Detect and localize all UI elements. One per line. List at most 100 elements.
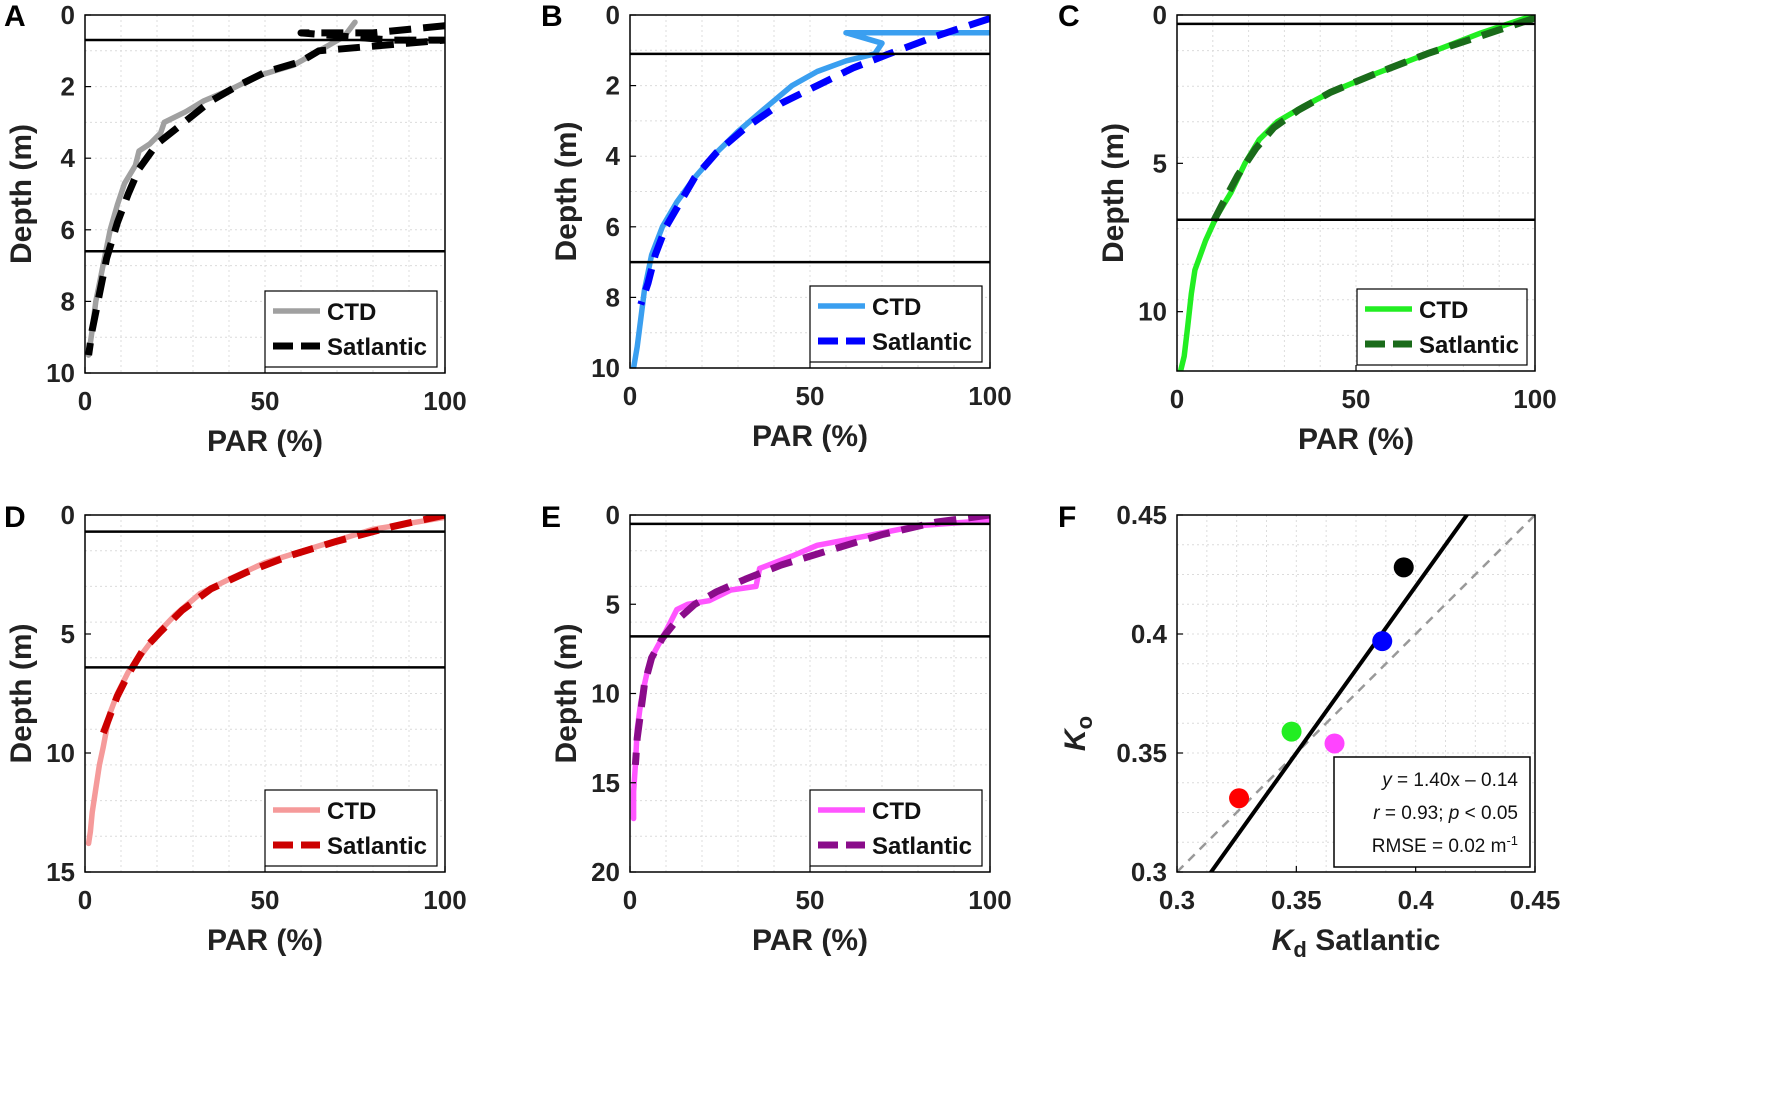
panel-f-xtick-label: 0.45 [1510,885,1561,915]
panel-b-series-satlantic [637,15,990,306]
panel-e-ytick-label: 5 [606,589,620,619]
panel-a-xtick-label: 0 [78,386,92,416]
panel-e-series-ctd [630,517,990,822]
panel-f-point-3 [1324,733,1345,754]
panel-c-plot-area [1177,15,1535,371]
panel-d-xlabel: PAR (%) [207,924,323,957]
panel-f-xtick-label: 0.4 [1398,885,1435,915]
panel-a-xlabel: PAR (%) [207,425,323,458]
panel-c-series-satlantic [1209,15,1535,225]
panel-c-ytick-label: 10 [1138,297,1167,327]
panel-c-xtick-label: 0 [1170,384,1184,414]
panel-b-legend-box [809,285,983,363]
panel-b-xtick-label: 100 [968,381,1011,411]
panel-d-xtick-label: 50 [251,885,280,915]
panel-d-ytick-label: 5 [61,619,75,649]
panel-d-label: D [4,501,26,534]
panel-e-xtick-label: 50 [796,885,825,915]
panel-d-ytick-label: 10 [46,738,75,768]
panel-b-label: B [541,0,563,33]
panel-c-ytick-label: 5 [1153,148,1167,178]
panel-b-ytick-label: 2 [606,71,620,101]
panel-e-legend-label-satlantic: Satlantic [872,833,972,860]
panel-c-ytick-label: 0 [1153,0,1167,30]
panel-b-ytick-label: 4 [606,141,621,171]
panel-a: A 0 50 100 0 2 4 6 8 10 PAR (%) Depth (m) CTD Satlant… [4,0,467,458]
panel-b-ylabel: Depth (m) [550,122,583,262]
panel-a-legend: CTD Satlantic [264,290,438,368]
panel-b-legend-label-satlantic: Satlantic [872,329,972,356]
panel-e-ytick-label: 10 [591,679,620,709]
panel-a-label: A [4,0,26,33]
panel-a-legend-label-satlantic: Satlantic [327,334,427,361]
panel-b-ytick-label: 10 [591,353,620,383]
panel-a-ytick-label: 10 [46,358,75,388]
panel-c: C 0 50 100 0 5 10 PAR (%) Depth (m) CTD Satlantic [1058,0,1557,456]
panel-c-legend-label-satlantic: Satlantic [1419,332,1519,359]
panel-a-ytick-label: 8 [61,286,75,316]
panel-c-legend-box [1356,288,1528,366]
panel-f-xlabel: Kd Satlantic [1272,924,1441,962]
panel-f-point-1 [1372,631,1393,652]
panel-f-annotation-rmse: RMSE = 0.02 m-1 [1372,833,1518,858]
panel-d-legend-label-ctd: CTD [327,798,376,825]
panel-c-xtick-label: 50 [1342,384,1371,414]
panel-f-ylabel: Ko [1059,716,1097,751]
panel-c-xtick-label: 100 [1513,384,1556,414]
panel-b: B 0 50 100 0 2 4 6 8 10 PAR (%) Depth (m) CTD Satlant… [541,0,1012,453]
panel-f-ytick-label: 0.45 [1116,500,1167,530]
panel-b-xlabel: PAR (%) [752,420,868,453]
panel-b-xtick-label: 0 [623,381,637,411]
panel-f-annotation-equation: y = 1.40x – 0.14 [1380,770,1518,791]
panel-f-point-0 [1393,557,1414,578]
panel-f-fit-line [1208,515,1470,872]
panel-a-ytick-label: 0 [61,0,75,30]
panel-b-ytick-label: 6 [606,212,620,242]
panel-d-legend: CTD Satlantic [264,789,438,867]
panel-a-ytick-label: 6 [61,215,75,245]
panel-f-plot-area [1177,515,1535,872]
panel-e-ytick-label: 0 [606,500,620,530]
panel-e-xlabel: PAR (%) [752,924,868,957]
panel-e-ylabel: Depth (m) [550,624,583,764]
panel-d-series-satlantic [99,515,445,736]
panel-d-legend-label-satlantic: Satlantic [327,833,427,860]
panel-f-xtick-label: 0.3 [1159,885,1195,915]
panel-d-xtick-label: 0 [78,885,92,915]
panel-e-ytick-label: 15 [591,768,620,798]
panel-a-ytick-label: 4 [61,143,76,173]
panel-a-plot-area [85,19,445,358]
panel-b-plot-area [630,15,990,368]
panel-f-xtick-label: 0.35 [1271,885,1322,915]
panel-f-point-4 [1229,788,1250,809]
panel-f-annotation-box [1333,756,1531,868]
panel-f-ytick-label: 0.4 [1131,619,1168,649]
panel-e-legend-label-ctd: CTD [872,798,921,825]
panel-c-xlabel: PAR (%) [1298,423,1414,456]
panel-f-label: F [1058,501,1076,534]
panel-d: D 0 50 100 0 5 10 15 PAR (%) Depth (m) CTD Satlanti… [4,500,467,957]
panel-f-annotation-stats: r = 0.93; p < 0.05 [1373,803,1518,824]
panel-d-legend-box [264,789,438,867]
panel-c-ylabel: Depth (m) [1097,123,1130,263]
panel-a-legend-box [264,290,438,368]
panel-d-plot-area [85,515,445,847]
panel-e-legend: CTD Satlantic [809,789,983,867]
panel-b-legend-label-ctd: CTD [872,294,921,321]
panel-c-legend: CTD Satlantic [1356,288,1528,366]
panel-a-ytick-label: 2 [61,72,75,102]
panel-f-point-2 [1281,721,1302,742]
panel-f-ytick-label: 0.35 [1116,738,1167,768]
panel-c-legend-label-ctd: CTD [1419,297,1468,324]
panel-e-xtick-label: 0 [623,885,637,915]
panel-c-label: C [1058,0,1080,33]
panel-a-ylabel: Depth (m) [5,124,38,264]
panel-f-frame [1176,514,1536,873]
panel-e-legend-box [809,789,983,867]
panel-b-legend: CTD Satlantic [809,285,983,363]
panel-e-series-satlantic [631,515,990,766]
panel-a-legend-label-ctd: CTD [327,299,376,326]
panel-d-ylabel: Depth (m) [5,624,38,764]
panel-e-plot-area [630,515,990,822]
panel-b-ytick-label: 0 [606,0,620,30]
